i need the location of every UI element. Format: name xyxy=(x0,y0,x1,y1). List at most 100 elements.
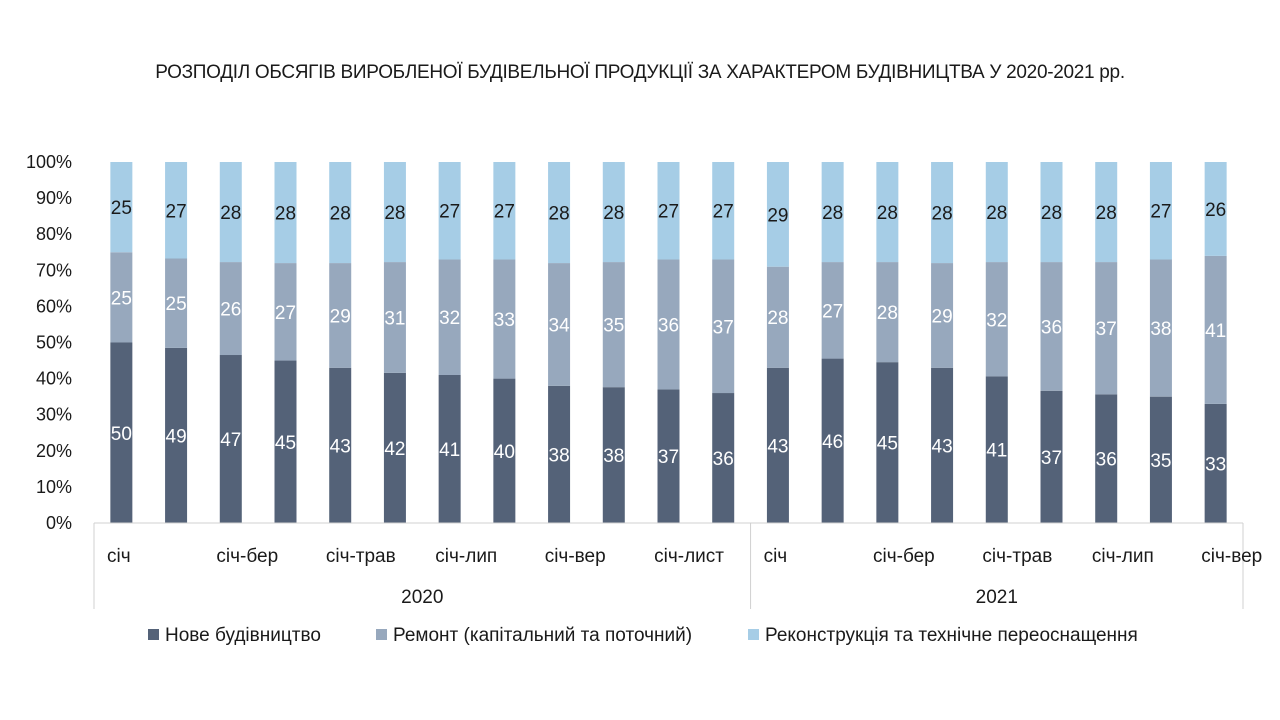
bar-segment xyxy=(985,262,1008,377)
data-label: 28 xyxy=(330,204,351,225)
data-label: 28 xyxy=(877,203,898,224)
data-label: 33 xyxy=(494,310,515,331)
legend: Нове будівництво Ремонт (капітальний та п… xyxy=(148,625,1138,646)
x-tick-label: січ-трав xyxy=(982,546,1052,567)
x-tick-label: січ-вер xyxy=(545,546,606,567)
data-label: 47 xyxy=(220,430,241,451)
data-label: 28 xyxy=(549,204,570,225)
y-tick-label: 50% xyxy=(36,333,72,353)
bar-segment xyxy=(766,367,789,523)
data-label: 42 xyxy=(384,439,405,460)
bar-segment xyxy=(110,162,133,253)
bar-segment xyxy=(712,393,735,523)
bar-segment xyxy=(493,259,516,379)
bar-segment xyxy=(657,162,680,260)
bar-segment xyxy=(548,162,571,264)
data-label: 37 xyxy=(658,447,679,468)
bar-segment xyxy=(766,266,789,368)
data-label: 28 xyxy=(767,308,788,329)
data-label: 27 xyxy=(439,202,460,223)
bar-segment xyxy=(165,347,188,523)
legend-swatch xyxy=(748,629,759,640)
bar-segment xyxy=(548,385,571,523)
bar-segment xyxy=(548,263,571,386)
bar-segment xyxy=(766,162,789,267)
bar-segment xyxy=(1095,262,1118,395)
data-label: 32 xyxy=(986,310,1007,331)
y-tick-label: 60% xyxy=(36,296,72,316)
legend-swatch xyxy=(148,629,159,640)
data-label: 28 xyxy=(220,203,241,224)
data-label: 33 xyxy=(1205,454,1226,475)
group-label: 2020 xyxy=(401,587,443,608)
y-tick-label: 70% xyxy=(36,260,72,280)
bar-segment xyxy=(165,162,188,259)
data-label: 28 xyxy=(932,204,953,225)
bar-segment xyxy=(493,378,516,523)
bar-segment xyxy=(821,358,844,523)
bar-segment xyxy=(821,162,844,263)
data-label: 37 xyxy=(1041,448,1062,469)
data-label: 41 xyxy=(439,440,460,461)
bar-segment xyxy=(1040,390,1063,523)
data-label: 36 xyxy=(1041,317,1062,338)
bar-segment xyxy=(657,389,680,523)
data-label: 32 xyxy=(439,308,460,329)
data-label: 27 xyxy=(713,202,734,223)
legend-swatch xyxy=(376,629,387,640)
bar-segment xyxy=(1040,162,1063,263)
bar-segment xyxy=(1204,255,1227,404)
data-label: 38 xyxy=(603,446,624,467)
bar-segment xyxy=(383,262,406,373)
data-label: 27 xyxy=(494,202,515,223)
x-tick-label: січ-лист xyxy=(654,546,724,567)
data-label: 43 xyxy=(767,436,788,457)
bar-segment xyxy=(274,263,297,361)
y-tick-label: 20% xyxy=(36,441,72,461)
y-tick-label: 100% xyxy=(26,152,72,172)
x-axis: січ січ-бер січ-трав січ-лип січ-вер січ-лист… xyxy=(93,522,1262,609)
bar-segment xyxy=(657,259,680,390)
data-label: 26 xyxy=(1205,200,1226,221)
bar-segment xyxy=(383,372,406,523)
bar-segment xyxy=(219,162,242,263)
bar-segment xyxy=(329,367,352,523)
bar-segment xyxy=(383,162,406,263)
data-label: 28 xyxy=(1041,203,1062,224)
y-tick-label: 10% xyxy=(36,477,72,497)
data-label: 25 xyxy=(111,198,132,219)
data-label: 28 xyxy=(877,303,898,324)
data-label: 45 xyxy=(275,433,296,454)
bar-segment xyxy=(821,262,844,359)
data-label: 43 xyxy=(330,436,351,457)
x-tick-label: січ-лип xyxy=(435,546,497,567)
data-label: 31 xyxy=(384,308,405,329)
data-label: 28 xyxy=(603,203,624,224)
data-label: 27 xyxy=(822,301,843,322)
bar-segment xyxy=(1149,259,1172,397)
bar-segment xyxy=(985,162,1008,263)
data-label: 46 xyxy=(822,432,843,453)
data-label: 43 xyxy=(932,436,953,457)
group-label: 2021 xyxy=(976,587,1018,608)
y-tick-label: 30% xyxy=(36,405,72,425)
x-tick-label: січ xyxy=(764,546,788,567)
bar-segment xyxy=(219,355,242,523)
data-label: 27 xyxy=(166,201,187,222)
data-label: 36 xyxy=(713,449,734,470)
bar-segment xyxy=(165,258,188,348)
data-label: 28 xyxy=(275,204,296,225)
bar-segment xyxy=(1149,396,1172,523)
bar-segment xyxy=(110,342,133,523)
bar-segment xyxy=(602,262,625,388)
x-tick-label: січ xyxy=(107,546,131,567)
data-label: 27 xyxy=(275,303,296,324)
bar-segment xyxy=(876,362,899,523)
data-label: 41 xyxy=(986,441,1007,462)
data-label: 36 xyxy=(658,315,679,336)
x-tick-label: січ-лип xyxy=(1092,546,1154,567)
y-tick-label: 90% xyxy=(36,188,72,208)
bar-segment xyxy=(931,367,954,523)
bar-segment xyxy=(219,262,242,356)
